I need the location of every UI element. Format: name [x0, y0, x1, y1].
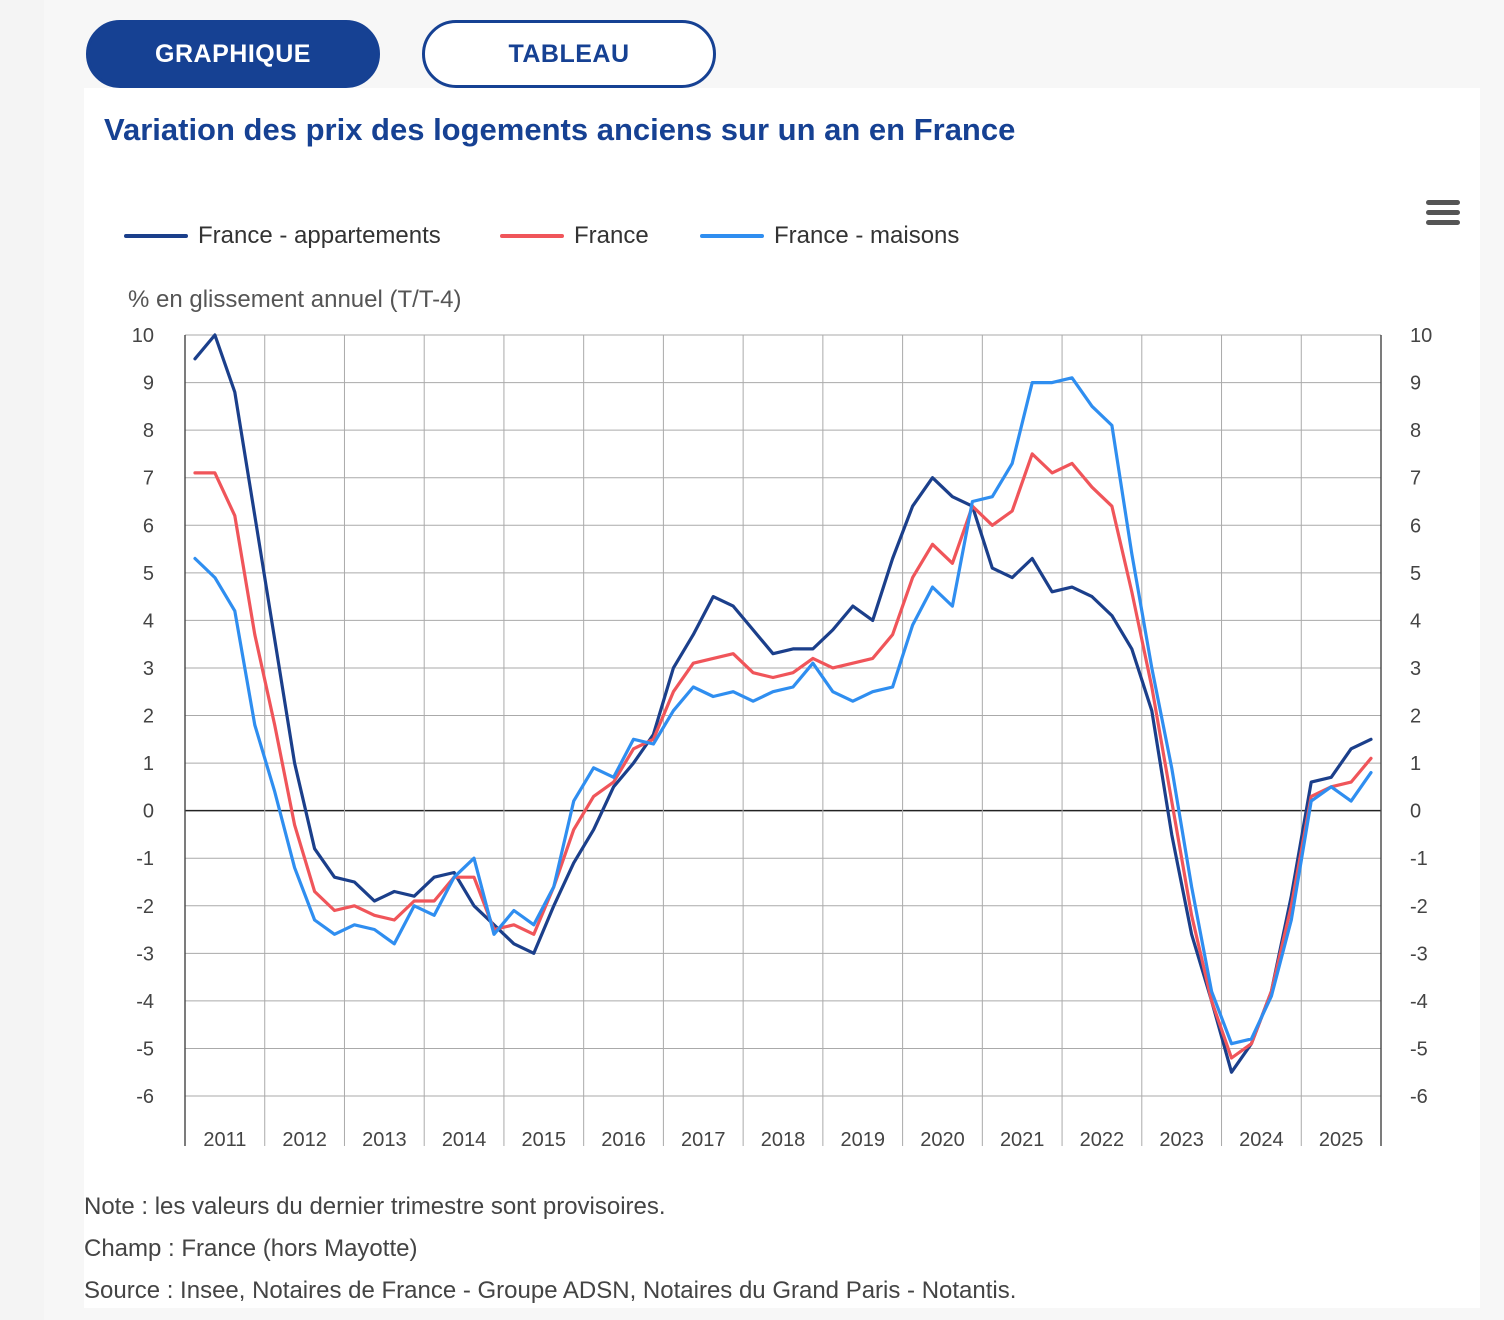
y-tick-label-right: 0 — [1410, 801, 1421, 823]
y-tick-label-right: 5 — [1410, 563, 1421, 585]
x-tick-label: 2021 — [1000, 1129, 1045, 1151]
y-tick-label-left: 5 — [143, 563, 154, 585]
y-tick-label-left: 2 — [143, 706, 154, 728]
y-axis-title: % en glissement annuel (T/T-4) — [128, 286, 462, 313]
y-tick-label-left: 6 — [143, 515, 154, 537]
y-tick-label-right: 10 — [1410, 325, 1432, 347]
series-line-appartements — [193, 333, 1373, 1074]
y-tick-label-right: -5 — [1410, 1038, 1428, 1060]
legend-label: France - appartements — [198, 222, 441, 249]
y-tick-label-right: -6 — [1410, 1086, 1428, 1108]
y-tick-label-left: 10 — [132, 325, 154, 347]
legend-item-appartements[interactable]: France - appartements — [124, 222, 441, 250]
y-tick-label-left: 9 — [143, 373, 154, 395]
y-tick-label-left: -2 — [136, 896, 154, 918]
y-tick-label-right: 7 — [1410, 468, 1421, 490]
legend-swatch — [500, 234, 564, 238]
y-tick-label-left: -1 — [136, 848, 154, 870]
y-tick-label-left: 1 — [143, 753, 154, 775]
y-tick-label-left: 4 — [143, 610, 154, 632]
x-tick-label: 2015 — [522, 1129, 567, 1151]
x-tick-label: 2011 — [203, 1129, 246, 1151]
y-tick-label-right: -2 — [1410, 896, 1428, 918]
x-tick-label: 2016 — [601, 1129, 646, 1151]
legend-label: France - maisons — [774, 222, 960, 249]
x-tick-label: 2019 — [840, 1129, 885, 1151]
tab-graphique[interactable]: GRAPHIQUE — [86, 20, 380, 88]
y-tick-label-right: -3 — [1410, 943, 1428, 965]
y-tick-label-left: -4 — [136, 991, 154, 1013]
y-tick-label-right: 3 — [1410, 658, 1421, 680]
y-tick-label-right: 6 — [1410, 515, 1421, 537]
series-line-france — [193, 452, 1373, 1060]
legend-swatch — [124, 234, 188, 238]
x-tick-label: 2012 — [282, 1129, 327, 1151]
y-tick-label-left: -6 — [136, 1086, 154, 1108]
x-tick-label: 2014 — [442, 1129, 487, 1151]
legend-swatch — [700, 234, 764, 238]
x-tick-label: 2020 — [920, 1129, 965, 1151]
legend-item-maisons[interactable]: France - maisons — [700, 222, 959, 250]
y-tick-label-left: -5 — [136, 1038, 154, 1060]
x-tick-label: 2013 — [362, 1129, 407, 1151]
y-tick-label-right: 8 — [1410, 420, 1421, 442]
y-tick-label-right: 1 — [1410, 753, 1421, 775]
x-tick-label: 2024 — [1239, 1129, 1284, 1151]
y-tick-label-right: -1 — [1410, 848, 1428, 870]
y-tick-label-left: 7 — [143, 468, 154, 490]
x-tick-label: 2025 — [1319, 1129, 1364, 1151]
x-tick-label: 2023 — [1159, 1129, 1204, 1151]
note-provisional: Note : les valeurs du dernier trimestre … — [84, 1193, 666, 1220]
series-line-maisons — [193, 376, 1373, 1046]
tab-tableau[interactable]: TABLEAU — [422, 20, 716, 88]
y-tick-label-right: -4 — [1410, 991, 1428, 1013]
x-tick-label: 2018 — [761, 1129, 806, 1151]
y-tick-label-left: 8 — [143, 420, 154, 442]
chart-notes: Note : les valeurs du dernier trimestre … — [84, 1186, 1016, 1312]
legend-item-france[interactable]: France — [500, 222, 649, 250]
hamburger-menu-icon[interactable] — [1426, 200, 1462, 230]
note-scope: Champ : France (hors Mayotte) — [84, 1235, 418, 1262]
y-tick-label-right: 4 — [1410, 610, 1421, 632]
x-tick-label: 2022 — [1080, 1129, 1125, 1151]
y-tick-label-right: 9 — [1410, 373, 1421, 395]
chart-card — [84, 88, 1480, 1308]
note-source: Source : Insee, Notaires de France - Gro… — [84, 1277, 1017, 1304]
y-tick-label-right: 2 — [1410, 706, 1421, 728]
y-tick-label-left: 3 — [143, 658, 154, 680]
y-tick-label-left: 0 — [143, 801, 154, 823]
x-tick-label: 2017 — [681, 1129, 726, 1151]
legend-label: France — [574, 222, 649, 249]
chart-title: Variation des prix des logements anciens… — [104, 112, 1016, 147]
y-tick-label-left: -3 — [136, 943, 154, 965]
